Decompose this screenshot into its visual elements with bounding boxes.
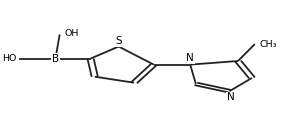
Text: CH₃: CH₃ <box>260 40 277 49</box>
Text: B: B <box>52 54 59 64</box>
Text: HO: HO <box>2 54 16 63</box>
Text: OH: OH <box>65 29 79 38</box>
Text: N: N <box>227 92 235 102</box>
Text: S: S <box>115 36 122 46</box>
Text: N: N <box>186 53 194 63</box>
